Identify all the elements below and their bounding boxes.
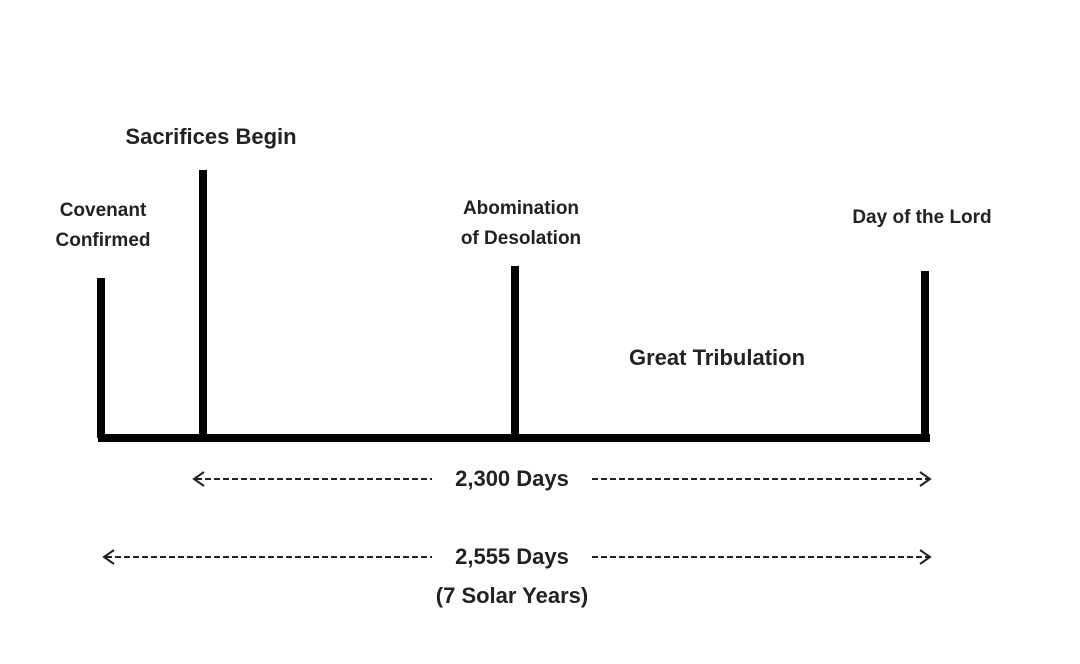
marker-label: Abomination bbox=[463, 198, 579, 219]
period-label: Great Tribulation bbox=[629, 345, 805, 370]
span-label: 2,555 Days bbox=[455, 544, 569, 569]
arrow-head bbox=[192, 471, 205, 487]
span-label: 2,300 Days bbox=[455, 466, 569, 491]
arrow-head bbox=[102, 549, 115, 565]
arrow-head bbox=[919, 549, 932, 565]
arrow-head bbox=[919, 471, 932, 487]
marker-label: Day of the Lord bbox=[852, 207, 991, 228]
marker-label: of Desolation bbox=[461, 228, 581, 249]
marker-label: Sacrifices Begin bbox=[125, 124, 296, 149]
marker-label: Covenant bbox=[60, 200, 147, 221]
span-note: (7 Solar Years) bbox=[436, 583, 588, 608]
marker-label: Confirmed bbox=[56, 230, 151, 251]
